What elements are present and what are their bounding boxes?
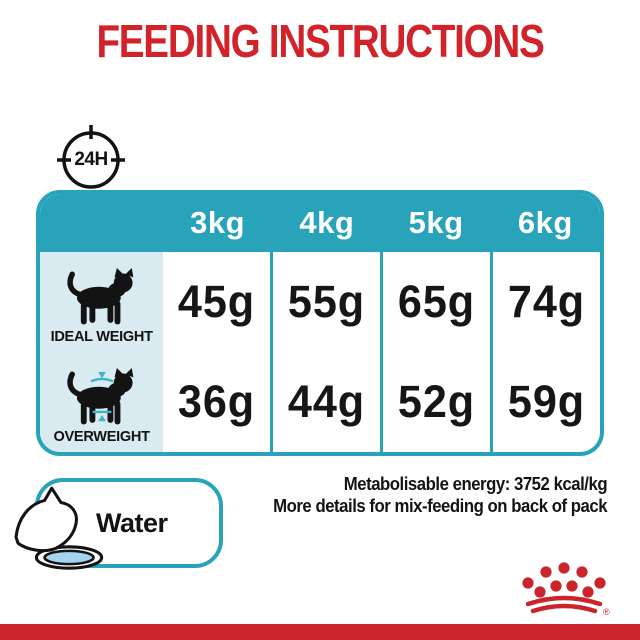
ration-overweight-5kg: 52g [397,376,476,427]
ration-overweight-3kg: 36g [177,376,256,427]
notes-block: Metabolisable energy: 3752 kcal/kg More … [273,473,607,517]
value-column-3kg: 45g 36g [163,252,270,452]
value-column-6kg: 74g 59g [490,252,600,452]
page-title: FEEDING INSTRUCTIONS [96,15,544,67]
overweight-cat-icon [66,368,133,425]
bottom-red-bar [0,624,640,640]
ration-ideal-3kg: 45g [177,276,256,327]
ration-overweight-6kg: 59g [507,376,586,427]
column-header-4kg: 4kg [299,205,355,240]
header-spacer [40,194,163,252]
ration-ideal-6kg: 74g [507,276,586,327]
row-label-overweight: OVERWEIGHT [53,428,150,445]
column-header-5kg: 5kg [408,205,464,240]
column-header-3kg: 3kg [190,205,246,240]
row-label-column: IDEAL WEIGHT [40,252,163,452]
value-column-4kg: 55g 44g [270,252,380,452]
table-header-row: 3kg 4kg 5kg 6kg [40,194,600,252]
overweight-row-header: OVERWEIGHT [40,352,163,452]
cat-silhouette-icon [66,268,133,325]
clock-24h-label: 24H [74,149,108,170]
ration-overweight-4kg: 44g [287,376,366,427]
ration-ideal-5kg: 65g [397,276,476,327]
registered-trademark-icon: ® [603,607,610,616]
row-label-ideal-weight: IDEAL WEIGHT [50,328,153,345]
24h-clock-icon [57,125,125,189]
ration-ideal-4kg: 55g [287,276,366,327]
table-body: IDEAL WEIGHT [40,252,600,452]
water-label: Water [96,508,168,538]
mix-feeding-note: More details for mix-feeding on back of … [273,496,607,516]
royal-canin-crown-logo: ® [522,562,610,616]
cat-drinking-bowl-icon [14,486,104,570]
ideal-weight-row-header: IDEAL WEIGHT [40,252,163,352]
metabolisable-energy-note: Metabolisable energy: 3752 kcal/kg [343,474,608,494]
column-header-6kg: 6kg [517,205,573,240]
value-column-5kg: 65g 52g [380,252,490,452]
feeding-table: 3kg 4kg 5kg 6kg [36,190,604,456]
